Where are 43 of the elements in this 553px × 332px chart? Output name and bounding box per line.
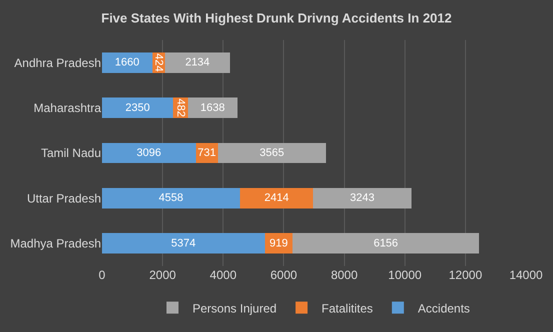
data-label: 1638 — [200, 102, 225, 114]
bar — [313, 188, 412, 208]
data-label: 3565 — [260, 147, 284, 159]
y-tick-label: Tamil Nadu — [40, 146, 101, 160]
x-tick-label: 4000 — [210, 268, 237, 282]
legend-label: Accidents — [418, 301, 470, 316]
x-tick-label: 14000 — [509, 268, 544, 282]
data-label: 3243 — [350, 192, 374, 204]
chart-title: Five States With Highest Drunk Drivng Accidents In 2012 — [101, 10, 452, 26]
x-tick-label: 6000 — [270, 268, 298, 282]
data-label: 6156 — [374, 237, 398, 250]
bar — [165, 52, 230, 73]
x-tick-label: 12000 — [448, 268, 482, 282]
x-tick-label: 10000 — [388, 268, 422, 282]
data-label: 5374 — [171, 237, 196, 250]
x-tick-label: 8000 — [330, 268, 358, 282]
data-label: 919 — [269, 237, 288, 250]
y-tick-label: Madhya Pradesh — [10, 236, 101, 251]
data-label: 3096 — [136, 147, 162, 159]
bar — [102, 98, 174, 118]
bar — [240, 188, 314, 208]
data-label: 482 — [174, 98, 186, 117]
y-tick-label: Andhra Pradesh — [14, 56, 101, 70]
bar — [218, 142, 326, 164]
bar — [292, 233, 480, 254]
bar — [102, 52, 152, 73]
x-tick-label: 2000 — [149, 268, 176, 282]
legend-label: Fatalitites — [322, 301, 373, 316]
data-label: 1660 — [114, 56, 140, 69]
bar — [188, 98, 238, 118]
bar — [102, 142, 196, 164]
legend-label: Persons Injured — [192, 301, 277, 316]
y-tick-label: Maharashtra — [34, 101, 102, 115]
data-label: 2350 — [125, 102, 150, 114]
data-label: 424 — [152, 53, 165, 72]
bar — [102, 233, 265, 254]
data-label: 4558 — [158, 192, 184, 204]
x-tick-label: 0 — [98, 268, 106, 282]
y-tick-label: Uttar Pradesh — [26, 191, 101, 206]
data-label: 731 — [198, 147, 216, 159]
data-label: 2414 — [264, 192, 289, 204]
data-label: 2134 — [185, 56, 210, 69]
bar — [102, 188, 240, 208]
